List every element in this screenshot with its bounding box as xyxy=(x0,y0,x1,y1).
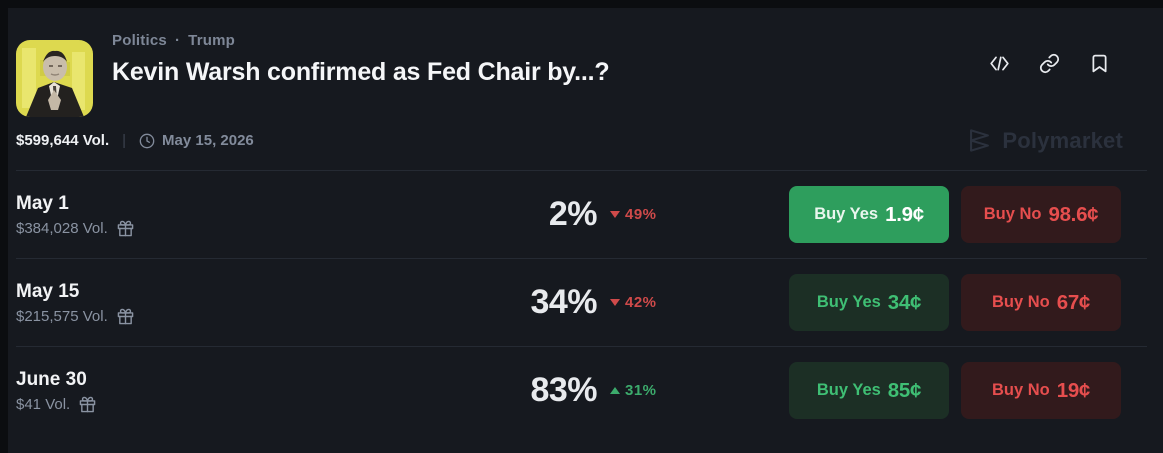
bookmark-icon[interactable] xyxy=(1089,53,1110,74)
buy-yes-button[interactable]: Buy Yes 34¢ xyxy=(789,274,949,331)
end-date: May 15, 2026 xyxy=(162,132,254,149)
polymarket-wordmark: Polymarket xyxy=(1002,127,1123,153)
market-title: Kevin Warsh confirmed as Fed Chair by...… xyxy=(112,58,610,86)
gift-rewards-icon[interactable] xyxy=(79,396,96,413)
clock-icon xyxy=(139,133,155,149)
outcome-chance: 2% xyxy=(548,195,598,233)
embed-code-icon[interactable] xyxy=(989,53,1010,74)
change-direction-icon xyxy=(610,211,620,218)
buy-yes-button[interactable]: Buy Yes 85¢ xyxy=(789,362,949,419)
buy-no-label: Buy No xyxy=(991,293,1050,311)
outcome-name: May 15 xyxy=(16,280,80,302)
polymarket-logo-icon xyxy=(966,127,993,154)
buy-yes-price: 85¢ xyxy=(887,378,922,402)
change-value: 42% xyxy=(625,294,657,311)
breadcrumb-tag[interactable]: Trump xyxy=(188,32,235,49)
change-direction-icon xyxy=(610,387,620,394)
buy-yes-label: Buy Yes xyxy=(816,293,881,311)
outcome-name: May 1 xyxy=(16,192,69,214)
header-actions xyxy=(989,53,1110,74)
outcome-change: 31% xyxy=(610,382,657,399)
buy-no-button[interactable]: Buy No 67¢ xyxy=(961,274,1121,331)
buy-no-price: 19¢ xyxy=(1056,378,1091,402)
change-value: 31% xyxy=(625,382,657,399)
outcome-row: June 30 $41 Vol. 83% 31% xyxy=(16,346,1147,434)
buy-yes-price: 1.9¢ xyxy=(885,202,924,226)
outcome-volume: $215,575 Vol. xyxy=(16,307,108,325)
breadcrumb-category[interactable]: Politics xyxy=(112,32,167,49)
market-avatar xyxy=(16,40,93,117)
buy-yes-label: Buy Yes xyxy=(816,381,881,399)
buy-yes-price: 34¢ xyxy=(887,290,922,314)
outcome-volume: $41 Vol. xyxy=(16,395,71,413)
buy-yes-button[interactable]: Buy Yes 1.9¢ xyxy=(789,186,949,243)
outcome-change: 49% xyxy=(610,206,657,223)
market-meta: $599,644 Vol. | May 15, 2026 xyxy=(16,132,254,149)
outcome-name: June 30 xyxy=(16,368,87,390)
copy-link-icon[interactable] xyxy=(1039,53,1060,74)
outcomes-list: May 1 $384,028 Vol. 2% 49% xyxy=(16,170,1147,434)
breadcrumb-separator: · xyxy=(174,32,181,49)
change-value: 49% xyxy=(625,206,657,223)
outcome-volume: $384,028 Vol. xyxy=(16,219,108,237)
buy-no-price: 67¢ xyxy=(1056,290,1091,314)
outcome-chance: 83% xyxy=(530,371,597,409)
polymarket-watermark: Polymarket xyxy=(966,127,1123,154)
kevin-warsh-image xyxy=(16,40,93,117)
gift-rewards-icon[interactable] xyxy=(117,308,134,325)
meta-divider: | xyxy=(122,132,127,149)
outcome-row: May 15 $215,575 Vol. 34% 42% xyxy=(16,258,1147,346)
outcome-row: May 1 $384,028 Vol. 2% 49% xyxy=(16,170,1147,258)
change-direction-icon xyxy=(610,299,620,306)
outcome-change: 42% xyxy=(610,294,657,311)
buy-no-button[interactable]: Buy No 19¢ xyxy=(961,362,1121,419)
buy-no-label: Buy No xyxy=(983,205,1042,223)
market-widget: Politics · Trump Kevin Warsh confirmed a… xyxy=(8,8,1163,453)
buy-no-button[interactable]: Buy No 98.6¢ xyxy=(961,186,1121,243)
buy-no-price: 98.6¢ xyxy=(1048,202,1099,226)
total-volume: $599,644 Vol. xyxy=(16,132,110,149)
outcome-chance: 34% xyxy=(530,283,597,321)
buy-no-label: Buy No xyxy=(991,381,1050,399)
gift-rewards-icon[interactable] xyxy=(117,220,134,237)
buy-yes-label: Buy Yes xyxy=(814,205,879,223)
breadcrumb: Politics · Trump xyxy=(112,32,609,49)
